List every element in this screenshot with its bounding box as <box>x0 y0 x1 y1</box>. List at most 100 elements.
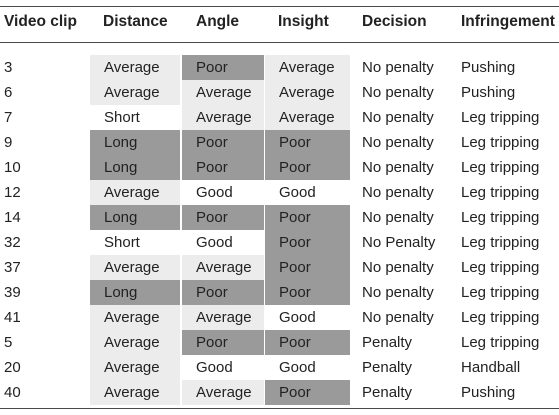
cell-insight: Good <box>265 355 350 380</box>
table-row: 32 Short Good Poor No Penalty Leg tripping <box>0 230 559 255</box>
table-row: 6 Average Average Average No penalty Pushing <box>0 80 559 105</box>
cell-distance: Long <box>90 205 180 230</box>
cell-insight: Poor <box>265 330 350 355</box>
cell-clip: 5 <box>4 334 13 351</box>
cell-angle: Poor <box>182 205 264 230</box>
cell-insight: Average <box>265 105 350 130</box>
cell-infringement: Pushing <box>461 59 516 76</box>
table-row: 10 Long Poor Poor No penalty Leg tripping <box>0 155 559 180</box>
table-row: 9 Long Poor Poor No penalty Leg tripping <box>0 130 559 155</box>
table-row: 41 Average Average Good No penalty Leg trippi… <box>0 305 559 330</box>
table-row: 39 Long Poor Poor No penalty Leg tripping <box>0 280 559 305</box>
cell-decision: No penalty <box>362 209 434 226</box>
table-row: 40 Average Average Poor Penalty Pushing <box>0 380 559 405</box>
cell-clip: 6 <box>4 84 13 101</box>
cell-distance: Average <box>90 255 180 280</box>
cell-clip: 14 <box>4 209 21 226</box>
cell-insight: Average <box>265 80 350 105</box>
cell-insight: Good <box>265 305 350 330</box>
cell-decision: Penalty <box>362 359 413 376</box>
cell-clip: 32 <box>4 234 21 251</box>
cell-distance: Long <box>90 130 180 155</box>
cell-decision: No penalty <box>362 309 434 326</box>
table-bottom-rule <box>0 408 559 409</box>
cell-angle: Average <box>182 255 264 280</box>
cell-infringement: Pushing <box>461 84 516 101</box>
cell-infringement: Leg tripping <box>461 159 540 176</box>
cell-decision: No penalty <box>362 184 434 201</box>
cell-angle: Good <box>182 180 264 205</box>
cell-angle: Poor <box>182 330 264 355</box>
cell-clip: 10 <box>4 159 21 176</box>
cell-decision: Penalty <box>362 384 413 401</box>
cell-insight: Poor <box>265 230 350 255</box>
cell-clip: 20 <box>4 359 21 376</box>
cell-distance: Short <box>90 105 180 130</box>
cell-angle: Average <box>182 105 264 130</box>
table-row: 37 Average Average Poor No penalty Leg trippi… <box>0 255 559 280</box>
cell-decision: No Penalty <box>362 234 436 251</box>
cell-clip: 39 <box>4 284 21 301</box>
table-header-row: Video clip Distance Angle Insight Decisi… <box>0 6 559 42</box>
table-row: 20 Average Good Good Penalty Handball <box>0 355 559 380</box>
cell-angle: Average <box>182 80 264 105</box>
cell-angle: Poor <box>182 280 264 305</box>
cell-clip: 40 <box>4 384 21 401</box>
table-row: 5 Average Poor Poor Penalty Leg tripping <box>0 330 559 355</box>
cell-distance: Average <box>90 330 180 355</box>
cell-infringement: Leg tripping <box>461 309 540 326</box>
cell-distance: Average <box>90 380 180 405</box>
cell-clip: 37 <box>4 259 21 276</box>
cell-clip: 41 <box>4 309 21 326</box>
cell-distance: Short <box>90 230 180 255</box>
cell-decision: No penalty <box>362 259 434 276</box>
cell-infringement: Leg tripping <box>461 234 540 251</box>
cell-infringement: Leg tripping <box>461 109 540 126</box>
cell-clip: 9 <box>4 134 13 151</box>
cell-angle: Poor <box>182 155 264 180</box>
cell-angle: Good <box>182 355 264 380</box>
cell-angle: Poor <box>182 55 264 80</box>
cell-infringement: Handball <box>461 359 521 376</box>
table-row: 12 Average Good Good No penalty Leg tripping <box>0 180 559 205</box>
cell-infringement: Leg tripping <box>461 334 540 351</box>
cell-clip: 7 <box>4 109 13 126</box>
table-row: 3 Average Poor Average No penalty Pushing <box>0 55 559 80</box>
cell-decision: No penalty <box>362 134 434 151</box>
cell-decision: No penalty <box>362 159 434 176</box>
cell-infringement: Pushing <box>461 384 516 401</box>
cell-insight: Poor <box>265 255 350 280</box>
header-video-clip: Video clip <box>4 13 77 30</box>
cell-distance: Average <box>90 355 180 380</box>
cell-angle: Average <box>182 380 264 405</box>
cell-decision: Penalty <box>362 334 413 351</box>
cell-distance: Average <box>90 80 180 105</box>
table-row: 7 Short Average Average No penalty Leg trippi… <box>0 105 559 130</box>
cell-insight: Average <box>265 55 350 80</box>
cell-decision: No penalty <box>362 284 434 301</box>
table-header-rule <box>0 42 559 43</box>
header-decision: Decision <box>362 13 427 30</box>
header-angle: Angle <box>196 13 240 30</box>
header-infringement: Infringement <box>461 13 555 30</box>
cell-infringement: Leg tripping <box>461 134 540 151</box>
cell-clip: 12 <box>4 184 21 201</box>
header-distance: Distance <box>103 13 168 30</box>
cell-insight: Poor <box>265 280 350 305</box>
cell-insight: Poor <box>265 155 350 180</box>
cell-decision: No penalty <box>362 59 434 76</box>
cell-decision: No penalty <box>362 84 434 101</box>
cell-infringement: Leg tripping <box>461 284 540 301</box>
cell-insight: Poor <box>265 380 350 405</box>
cell-infringement: Leg tripping <box>461 259 540 276</box>
cell-distance: Average <box>90 180 180 205</box>
table-row: 14 Long Poor Poor No penalty Leg tripping <box>0 205 559 230</box>
cell-angle: Good <box>182 230 264 255</box>
cell-insight: Good <box>265 180 350 205</box>
cell-angle: Poor <box>182 130 264 155</box>
cell-distance: Long <box>90 280 180 305</box>
cell-angle: Average <box>182 305 264 330</box>
cell-clip: 3 <box>4 59 13 76</box>
header-insight: Insight <box>278 13 329 30</box>
